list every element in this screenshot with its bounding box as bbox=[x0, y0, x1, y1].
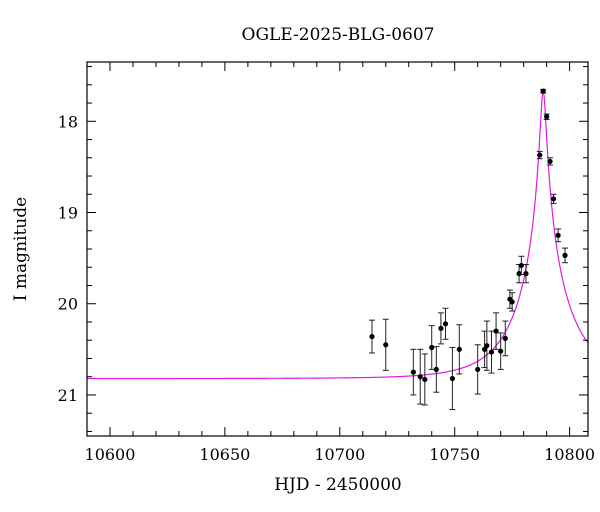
data-marker bbox=[493, 328, 499, 334]
plot-area bbox=[87, 88, 588, 411]
data-marker bbox=[456, 346, 462, 352]
chart-title: OGLE-2025-BLG-0607 bbox=[242, 25, 435, 45]
data-marker bbox=[438, 325, 444, 331]
data-point bbox=[547, 157, 554, 166]
y-tick-label: 18 bbox=[58, 112, 78, 131]
data-marker bbox=[537, 152, 543, 158]
data-point bbox=[562, 247, 569, 264]
x-tick-label: 10800 bbox=[544, 445, 595, 464]
data-marker bbox=[547, 158, 553, 165]
data-point bbox=[502, 320, 509, 357]
data-marker bbox=[502, 335, 508, 341]
data-point bbox=[555, 228, 562, 243]
y-axis-label: I magnitude bbox=[11, 197, 31, 301]
data-marker bbox=[449, 375, 456, 382]
data-point bbox=[368, 319, 375, 354]
data-marker bbox=[550, 196, 557, 202]
data-point bbox=[540, 88, 547, 94]
data-marker bbox=[498, 348, 504, 354]
y-tick-label: 20 bbox=[58, 295, 78, 314]
axis-ticks: 10600 10650 10700 10750 10800 18 19 20 21 bbox=[58, 62, 595, 464]
data-marker bbox=[509, 299, 515, 305]
data-point bbox=[483, 320, 490, 371]
x-tick-label: 10600 bbox=[85, 445, 136, 464]
y-tick-label: 19 bbox=[58, 204, 78, 223]
data-marker bbox=[540, 88, 546, 94]
data-marker bbox=[442, 321, 449, 327]
data-marker bbox=[484, 343, 490, 349]
data-marker bbox=[383, 342, 389, 348]
y-tick-label: 21 bbox=[58, 386, 78, 405]
data-point bbox=[437, 312, 444, 345]
data-point bbox=[433, 346, 440, 393]
data-point bbox=[442, 307, 449, 340]
data-point bbox=[382, 318, 389, 371]
data-point bbox=[543, 113, 550, 120]
data-marker bbox=[488, 349, 495, 355]
data-point bbox=[550, 193, 557, 204]
data-marker bbox=[433, 366, 439, 373]
data-point bbox=[474, 344, 481, 395]
data-marker bbox=[518, 262, 524, 269]
x-axis-label: HJD - 2450000 bbox=[274, 475, 402, 495]
data-point bbox=[522, 264, 529, 284]
data-point bbox=[449, 347, 456, 411]
data-marker bbox=[523, 271, 529, 277]
data-point bbox=[456, 324, 463, 375]
model-curve bbox=[87, 88, 588, 380]
data-marker bbox=[429, 344, 435, 351]
data-marker bbox=[410, 369, 416, 375]
data-marker bbox=[555, 232, 561, 238]
data-marker bbox=[422, 376, 428, 383]
x-tick-label: 10650 bbox=[199, 445, 250, 464]
data-point bbox=[410, 348, 417, 396]
data-point bbox=[509, 292, 516, 312]
data-marker bbox=[562, 252, 568, 258]
data-marker bbox=[417, 374, 423, 380]
x-tick-label: 10700 bbox=[314, 445, 365, 464]
data-point bbox=[497, 332, 504, 370]
data-point bbox=[518, 255, 525, 276]
data-point bbox=[493, 312, 500, 350]
data-point bbox=[421, 353, 428, 406]
data-marker bbox=[544, 114, 550, 120]
data-point bbox=[536, 150, 543, 160]
plot-frame bbox=[86, 61, 589, 437]
data-marker bbox=[369, 333, 375, 340]
data-point bbox=[428, 325, 435, 370]
data-point bbox=[417, 348, 424, 405]
data-marker bbox=[475, 366, 481, 373]
data-point bbox=[488, 330, 495, 374]
x-tick-label: 10750 bbox=[429, 445, 480, 464]
